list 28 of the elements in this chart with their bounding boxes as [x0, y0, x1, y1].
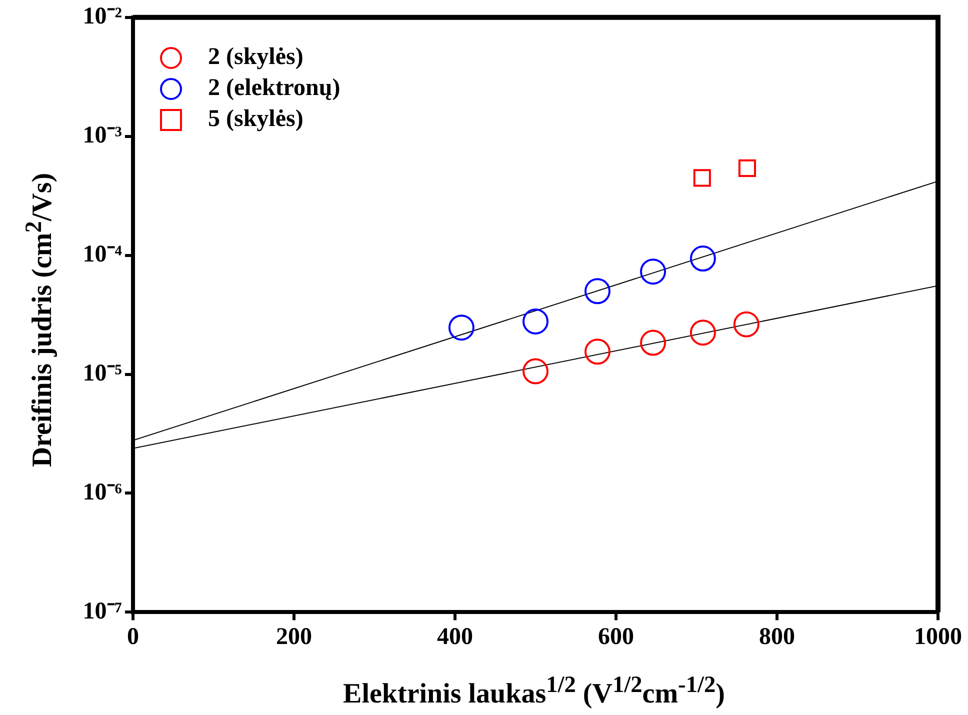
x-tick-label: 400: [437, 624, 473, 650]
legend-label: 5 (skylės): [208, 106, 304, 133]
point: [522, 358, 548, 384]
point: [693, 169, 711, 187]
point: [733, 311, 760, 338]
point: [522, 308, 548, 334]
point: [690, 246, 716, 272]
y-tick-label: 10⁻⁵: [82, 360, 122, 386]
x-tick-label: 600: [598, 624, 634, 650]
point: [738, 159, 756, 177]
legend-label: 2 (skylės): [208, 44, 304, 71]
point: [448, 314, 474, 341]
point: [640, 330, 666, 356]
point: [690, 320, 716, 346]
x-tick-label: 200: [276, 624, 312, 650]
x-tick-label: 0: [127, 624, 139, 650]
x-tick-label: 800: [759, 624, 795, 650]
y-tick-label: 10⁻⁶: [82, 479, 122, 506]
y-tick-label: 10⁻⁷: [82, 598, 122, 624]
legend-label: 2 (elektronų): [208, 75, 340, 102]
point: [640, 258, 666, 285]
y-tick-label: 10⁻³: [82, 122, 122, 149]
y-tick-label: 10⁻²: [82, 4, 122, 30]
point: [584, 278, 610, 304]
x-axis-title: Elektrinis laukas$^{1/2}$ (V$^{1/2}$cm$^{-1/2}$): [342, 672, 726, 710]
x-tick-label: 1000: [914, 624, 962, 650]
point: [584, 338, 610, 365]
y-tick-label: 10⁻⁴: [82, 242, 122, 268]
